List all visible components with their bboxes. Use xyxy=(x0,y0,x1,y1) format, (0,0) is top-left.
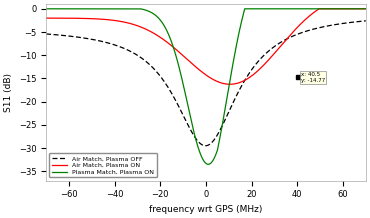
Air Match, Plasma ON xyxy=(355,7,359,10)
Plasma Match, Plasma ON xyxy=(296,7,300,10)
X-axis label: frequency wrt GPS (MHz): frequency wrt GPS (MHz) xyxy=(149,205,263,214)
Air Match, Plasma ON xyxy=(296,25,300,28)
Line: Plasma Match, Plasma ON: Plasma Match, Plasma ON xyxy=(46,9,366,164)
Plasma Match, Plasma ON xyxy=(199,155,204,158)
Air Match, Plasma OFF xyxy=(296,33,300,35)
Air Match, Plasma OFF xyxy=(364,20,368,22)
Air Match, Plasma OFF xyxy=(199,143,204,146)
Air Match, Plasma OFF xyxy=(354,20,359,23)
Line: Air Match, Plasma ON: Air Match, Plasma ON xyxy=(46,9,366,84)
Air Match, Plasma ON xyxy=(60,17,65,19)
Air Match, Plasma ON xyxy=(354,7,359,10)
Y-axis label: S11 (dB): S11 (dB) xyxy=(4,73,13,112)
Air Match, Plasma ON xyxy=(199,70,204,73)
Plasma Match, Plasma ON xyxy=(44,7,48,10)
Air Match, Plasma OFF xyxy=(60,34,65,37)
Plasma Match, Plasma ON xyxy=(354,7,359,10)
Line: Air Match, Plasma OFF: Air Match, Plasma OFF xyxy=(46,21,366,146)
Air Match, Plasma ON xyxy=(364,7,368,10)
Air Match, Plasma OFF xyxy=(354,20,359,23)
Plasma Match, Plasma ON xyxy=(354,7,359,10)
Legend: Air Match, Plasma OFF, Air Match, Plasma ON, Plasma Match, Plasma ON: Air Match, Plasma OFF, Air Match, Plasma… xyxy=(49,153,157,177)
Air Match, Plasma OFF xyxy=(191,133,195,136)
Air Match, Plasma OFF xyxy=(204,145,208,147)
Air Match, Plasma ON xyxy=(228,83,232,85)
Plasma Match, Plasma ON xyxy=(364,7,368,10)
Air Match, Plasma ON xyxy=(191,63,195,66)
Air Match, Plasma ON xyxy=(44,17,48,19)
Plasma Match, Plasma ON xyxy=(60,7,65,10)
Plasma Match, Plasma ON xyxy=(206,163,211,166)
Air Match, Plasma OFF xyxy=(44,33,48,35)
Air Match, Plasma ON xyxy=(317,7,321,10)
Plasma Match, Plasma ON xyxy=(191,127,195,130)
Text: x: 40.5
y: -14.77: x: 40.5 y: -14.77 xyxy=(301,72,325,83)
